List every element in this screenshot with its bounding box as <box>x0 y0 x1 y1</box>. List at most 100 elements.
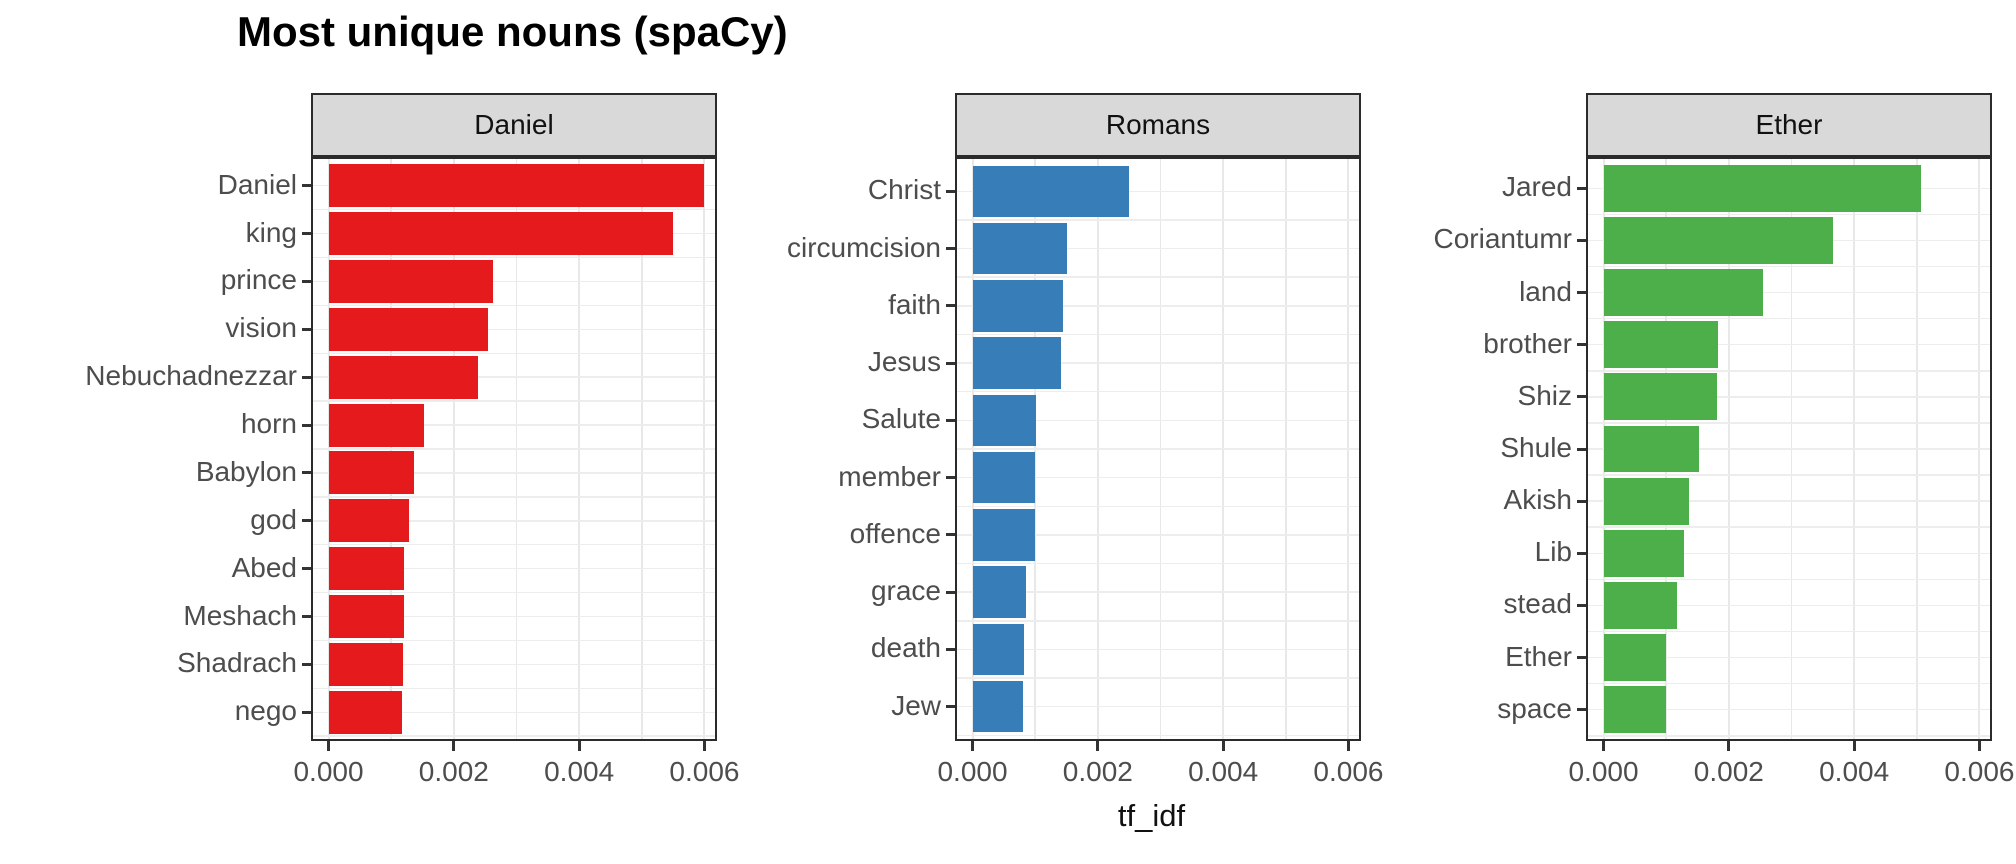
gridline-horizontal <box>1588 291 1990 294</box>
bar-god <box>328 499 409 543</box>
x-tick-label: 0.004 <box>544 756 615 787</box>
y-tick <box>1577 238 1586 242</box>
bar-Lib <box>1603 529 1684 577</box>
bar-Coriantumr <box>1603 216 1833 264</box>
bar-stead <box>1603 581 1678 629</box>
y-axis-label: offence <box>849 517 941 549</box>
y-tick <box>302 471 311 475</box>
bar-vision <box>328 307 488 351</box>
gridline-horizontal <box>957 448 1359 450</box>
gridline-horizontal <box>957 534 1359 536</box>
gridline-horizontal <box>313 328 715 331</box>
y-tick <box>1577 291 1586 295</box>
gridline-horizontal <box>1588 474 1990 476</box>
x-tick-label: 0.000 <box>293 756 364 787</box>
gridline-horizontal <box>313 520 715 522</box>
gridline-horizontal <box>957 276 1359 278</box>
y-axis-label: Jesus <box>867 346 941 378</box>
y-axis-label: grace <box>870 575 941 607</box>
y-axis-label: Ether <box>1505 640 1572 672</box>
y-axis-label: land <box>1519 275 1572 307</box>
bar-grace <box>972 566 1026 618</box>
y-axis-label: Lib <box>1534 536 1572 568</box>
x-tick-label: 0.002 <box>418 756 489 787</box>
y-tick <box>1577 656 1586 660</box>
x-tick-label: 0.004 <box>1188 756 1259 787</box>
gridline-horizontal <box>1588 448 1990 450</box>
x-tick-label: 0.006 <box>1313 756 1384 787</box>
gridline-horizontal <box>313 352 715 354</box>
y-axis-label: Nebuchadnezzar <box>85 360 297 392</box>
y-tick <box>302 375 311 379</box>
gridline-horizontal <box>1588 422 1990 424</box>
gridline-horizontal <box>1588 708 1990 711</box>
bar-Nebuchadnezzar <box>328 355 478 399</box>
bar-Akish <box>1603 477 1689 525</box>
gridline-horizontal <box>957 305 1359 307</box>
y-axis-label: Jared <box>1501 171 1572 203</box>
x-tick-label: 0.000 <box>1568 756 1639 787</box>
gridline-horizontal <box>957 476 1359 479</box>
bar-Shiz <box>1603 373 1717 421</box>
x-tick <box>1602 741 1606 751</box>
y-axis-label: Meshach <box>183 599 297 631</box>
gridline-horizontal <box>957 591 1359 593</box>
facet-strip: Romans <box>955 93 1361 157</box>
y-axis-label: circumcision <box>786 231 941 263</box>
y-tick <box>946 705 955 709</box>
y-axis-label: vision <box>225 312 297 344</box>
y-tick <box>1577 343 1586 347</box>
bar-horn <box>328 403 424 447</box>
gridline-horizontal <box>957 419 1359 422</box>
gridline-horizontal <box>313 472 715 474</box>
bar-Christ <box>972 165 1130 218</box>
y-tick <box>1577 603 1586 607</box>
y-tick <box>302 519 311 523</box>
y-tick <box>1577 447 1586 451</box>
y-tick <box>946 304 955 308</box>
gridline-horizontal <box>313 208 715 211</box>
x-tick <box>971 741 975 751</box>
gridline-horizontal <box>957 562 1359 565</box>
bar-Jew <box>972 680 1024 733</box>
y-tick <box>302 327 311 331</box>
gridline-horizontal <box>1588 396 1990 398</box>
x-tick <box>702 741 706 751</box>
gridline-horizontal <box>1588 656 1990 659</box>
gridline-horizontal <box>313 280 715 283</box>
y-axis-label: Coriantumr <box>1433 223 1572 255</box>
x-tick <box>1977 741 1981 751</box>
x-tick-label: 0.006 <box>669 756 740 787</box>
x-tick-label: 0.000 <box>937 756 1008 787</box>
facet-strip: Daniel <box>311 93 717 157</box>
gridline-horizontal <box>313 711 715 714</box>
x-tick <box>1221 741 1225 751</box>
y-tick <box>302 232 311 236</box>
gridline-horizontal <box>313 376 715 378</box>
bar-circumcision <box>972 222 1067 275</box>
bar-Jesus <box>972 337 1061 389</box>
facet-strip: Ether <box>1586 93 1992 157</box>
gridline-horizontal <box>1588 500 1990 502</box>
y-axis-label: horn <box>240 408 297 440</box>
y-tick <box>1577 708 1586 712</box>
gridline-horizontal <box>957 734 1359 737</box>
y-axis-label: stead <box>1503 588 1573 620</box>
y-tick <box>946 590 955 594</box>
bar-offence <box>972 509 1035 561</box>
bar-king <box>328 212 673 256</box>
y-axis-label: Babylon <box>195 455 297 487</box>
y-tick <box>1577 395 1586 399</box>
y-tick <box>302 710 311 714</box>
y-tick <box>946 247 955 251</box>
gridline-horizontal <box>1588 735 1990 737</box>
y-axis-label: Shadrach <box>177 647 297 679</box>
bar-Daniel <box>328 164 705 208</box>
x-tick <box>327 741 331 751</box>
x-tick-label: 0.004 <box>1819 756 1890 787</box>
y-axis-label: nego <box>234 695 297 727</box>
y-axis-label: Akish <box>1503 484 1572 516</box>
gridline-horizontal <box>313 256 715 259</box>
y-axis-label: Abed <box>231 551 297 583</box>
y-axis-label: Daniel <box>217 168 297 200</box>
